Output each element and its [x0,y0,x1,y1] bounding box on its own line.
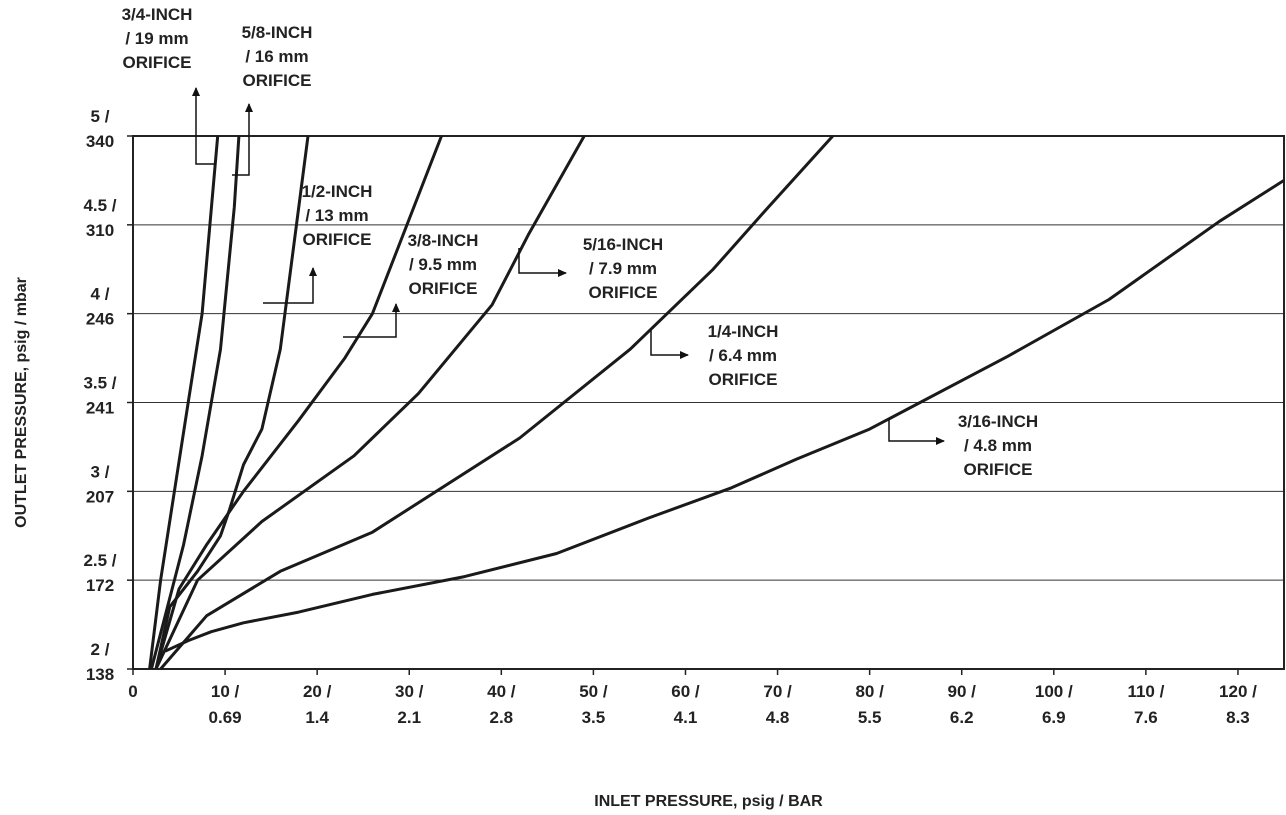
x-tick-sublabel-8: 5.5 [858,708,882,727]
x-tick-sublabel-12: 8.3 [1226,708,1250,727]
series-line-4 [154,136,586,669]
leader-arrow-3 [343,303,400,338]
x-tick-sublabel-3: 2.1 [397,708,421,727]
leader-arrow-4 [518,248,567,277]
series-label-6-line-2: ORIFICE [964,460,1033,479]
x-tick-sublabel-7: 4.8 [766,708,790,727]
series-label-0-line-1: / 19 mm [125,29,188,48]
y-tick-label-6: 5 / [91,107,110,126]
x-tick-sublabel-11: 7.6 [1134,708,1158,727]
series-label-2-line-0: 1/2-INCH [302,182,373,201]
leader-arrow-1 [232,103,253,176]
series-labels: 3/4-INCH / 19 mm ORIFICE 5/8-INCH / 16 mm ORI… [122,5,1039,479]
series-label-3-line-1: / 9.5 mm [409,255,477,274]
y-tick-label-1: 2.5 / [83,551,116,570]
series-lines [148,136,1284,669]
series-line-6 [164,179,1284,653]
y-tick-label-3: 3.5 / [83,374,116,393]
y-tick-sublabel-5: 310 [86,221,114,240]
x-tick-sublabel-10: 6.9 [1042,708,1066,727]
series-label-2-line-1: / 13 mm [305,206,368,225]
x-tick-label-12: 120 / [1219,682,1257,701]
leader-arrow-6 [888,418,945,445]
x-tick-label-8: 80 / [855,682,884,701]
series-label-3-line-2: ORIFICE [409,279,478,298]
y-tick-sublabel-4: 246 [86,310,114,329]
series-label-2-line-2: ORIFICE [303,230,372,249]
y-tick-sublabel-1: 172 [86,576,114,595]
x-tick-label-7: 70 / [763,682,792,701]
x-tick-label-0: 0 [128,682,137,701]
x-tick-sublabel-6: 4.1 [674,708,698,727]
y-tick-label-4: 4 / [91,285,110,304]
x-axis-title: INLET PRESSURE, psig / BAR [594,793,823,810]
series-label-0-line-0: 3/4-INCH [122,5,193,24]
series-label-6-line-0: 3/16-INCH [958,412,1038,431]
x-tick-sublabel-1: 0.69 [209,708,242,727]
y-tick-label-2: 3 / [91,462,110,481]
y-tick-label-0: 2 / [91,640,110,659]
y-tick-labels: 2 / 138 2.5 / 172 3 / 207 3.5 / 241 4 / 246 4.5 / 3… [83,107,133,684]
x-tick-sublabel-4: 2.8 [489,708,513,727]
y-axis-title: OUTLET PRESSURE, psig / mbar [13,277,30,528]
series-label-5-line-0: 1/4-INCH [708,322,779,341]
x-tick-sublabel-2: 1.4 [305,708,329,727]
gridlines [133,224,1284,581]
x-tick-sublabel-5: 3.5 [582,708,606,727]
series-label-4-line-1: / 7.9 mm [589,259,657,278]
series-label-3-line-0: 3/8-INCH [408,231,479,250]
series-label-6-line-1: / 4.8 mm [964,436,1032,455]
x-tick-label-4: 40 / [487,682,516,701]
x-tick-label-6: 60 / [671,682,700,701]
x-tick-label-11: 110 / [1127,682,1164,701]
series-label-5-line-2: ORIFICE [709,370,778,389]
leader-arrow-2 [263,267,317,304]
series-line-5 [159,136,834,669]
series-line-3 [154,136,443,669]
y-tick-label-5: 4.5 / [83,196,116,215]
series-label-5-line-1: / 6.4 mm [709,346,777,365]
x-tick-label-3: 30 / [395,682,424,701]
y-tick-sublabel-0: 138 [86,665,114,684]
y-tick-sublabel-2: 207 [86,487,114,506]
x-tick-label-9: 90 / [948,682,977,701]
leader-arrow-5 [650,330,689,359]
x-tick-labels: 0 10 / 0.69 20 / 1.4 30 / 2.1 40 / 2.8 50 / 3.5 60 … [128,669,1257,727]
x-tick-label-10: 100 / [1035,682,1073,701]
x-tick-sublabel-9: 6.2 [950,708,974,727]
series-label-1-line-0: 5/8-INCH [242,23,313,42]
series-line-1 [149,136,241,669]
y-tick-sublabel-6: 340 [86,132,114,151]
series-label-1-line-2: ORIFICE [243,71,312,90]
x-tick-label-2: 20 / [303,682,332,701]
y-tick-sublabel-3: 241 [86,399,114,418]
series-label-4-line-0: 5/16-INCH [583,235,663,254]
series-line-0 [148,136,220,669]
series-label-1-line-1: / 16 mm [245,47,308,66]
x-tick-label-1: 10 / [211,682,240,701]
x-tick-label-5: 50 / [579,682,608,701]
leader-arrow-0 [192,87,216,165]
series-label-0-line-2: ORIFICE [123,53,192,72]
series-label-4-line-2: ORIFICE [589,283,658,302]
